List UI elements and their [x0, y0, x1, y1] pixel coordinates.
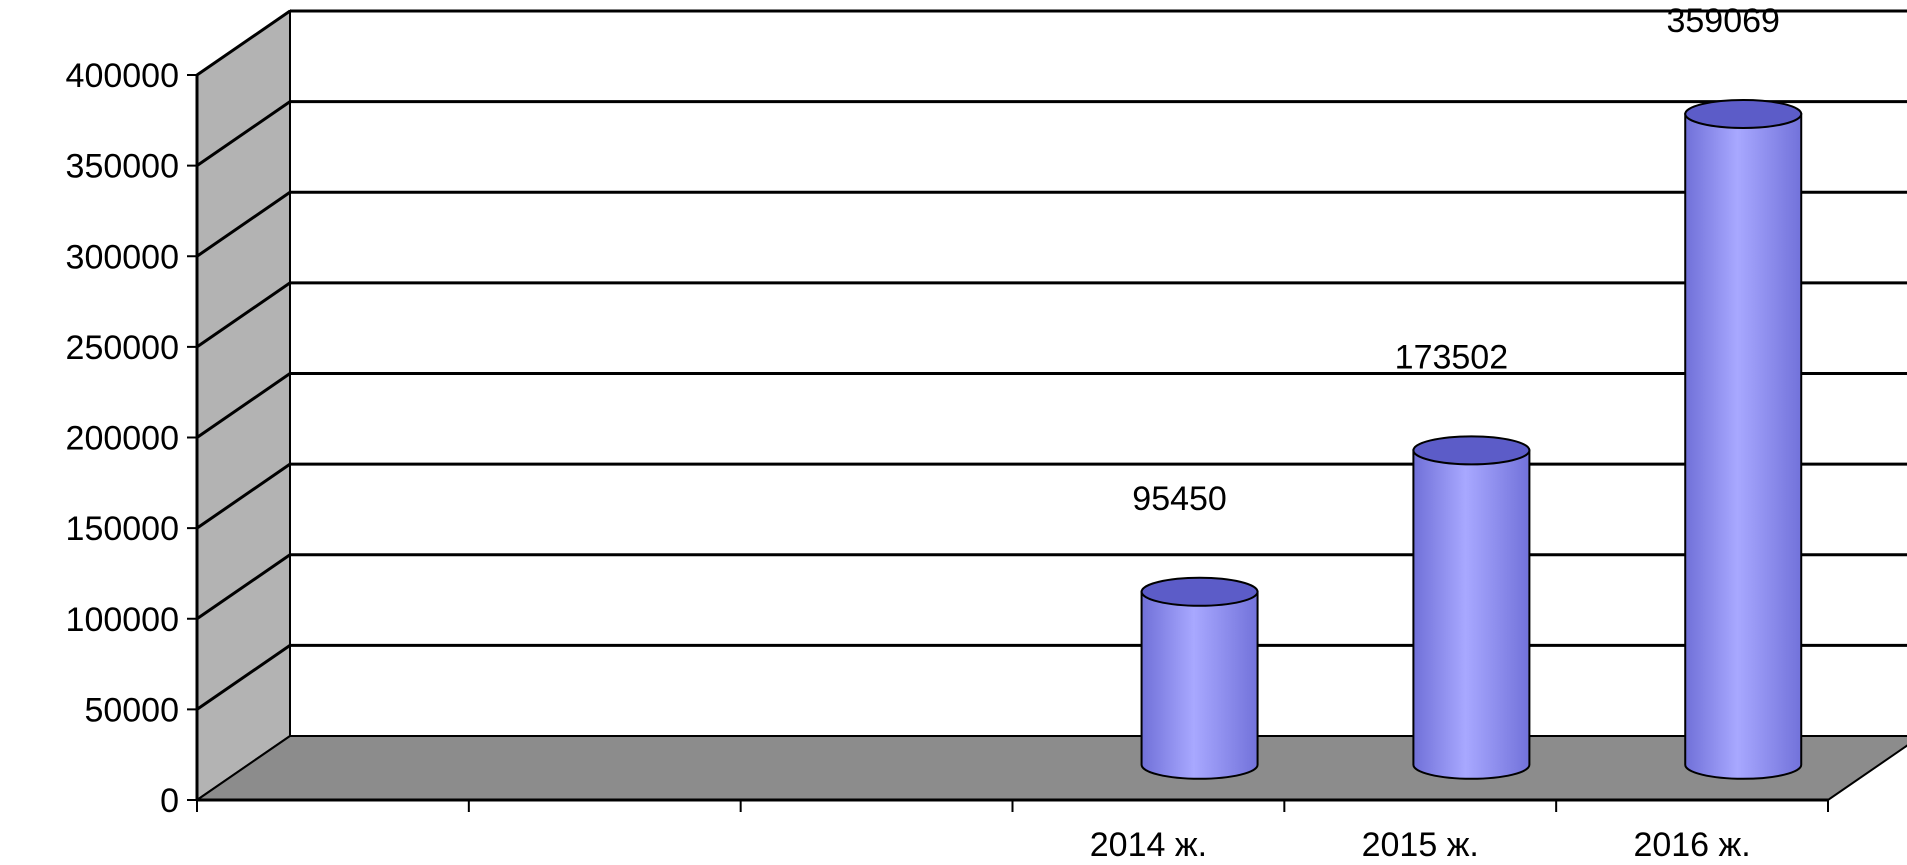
y-tick-label: 400000: [66, 57, 179, 95]
y-tick-label: 200000: [66, 420, 179, 458]
bar: [1140, 576, 1259, 780]
gridline-side: [196, 100, 291, 167]
data-label: 95450: [1132, 480, 1227, 518]
bar: [1684, 98, 1803, 780]
x-tick-label: 2016 ж.: [1633, 826, 1750, 864]
bar-body: [1684, 112, 1803, 780]
y-tick-label: 250000: [66, 329, 179, 367]
y-tick-label: 50000: [84, 691, 179, 729]
bar-body: [1412, 449, 1531, 780]
x-tick-label: 2014 ж.: [1090, 826, 1207, 864]
floor: [193, 735, 1907, 801]
bar-top: [1140, 576, 1259, 607]
y-tick-label: 0: [160, 782, 179, 820]
gridline-side: [196, 281, 291, 349]
gridline-side: [196, 553, 291, 620]
bar-top: [1412, 435, 1531, 466]
gridline-side: [196, 372, 291, 439]
bar-body: [1140, 590, 1259, 780]
gridline-side: [196, 191, 291, 258]
x-tick-label: 2015 ж.: [1362, 826, 1479, 864]
y-tick-label: 100000: [66, 601, 179, 639]
y-tick-label: 300000: [66, 238, 179, 276]
y-tick-label: 350000: [66, 148, 179, 186]
bar: [1412, 435, 1531, 780]
data-label: 359069: [1666, 2, 1779, 40]
gridline-side: [196, 644, 291, 711]
data-label: 173502: [1395, 338, 1508, 376]
gridline-side: [196, 9, 291, 77]
gridline-side: [196, 462, 291, 530]
y-tick-label: 150000: [66, 510, 179, 548]
bar-top: [1684, 98, 1803, 129]
